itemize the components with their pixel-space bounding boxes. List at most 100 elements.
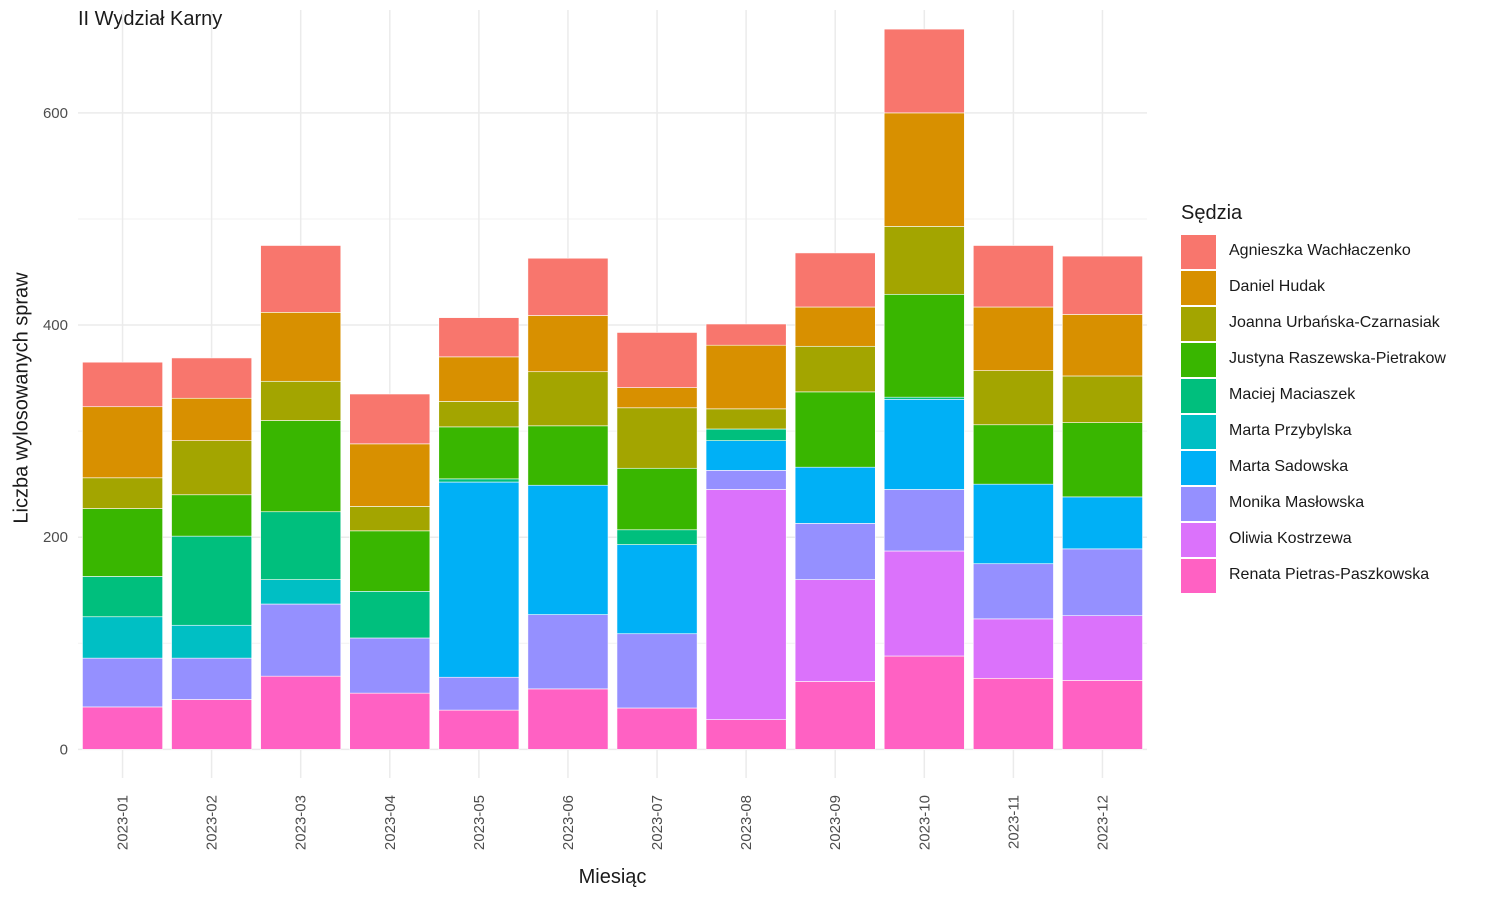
bar-segment — [260, 245, 342, 313]
x-tick-label: 2023-05 — [471, 795, 488, 850]
bar-segment — [1062, 680, 1143, 750]
legend-title: Sędzia — [1181, 202, 1243, 224]
legend-key — [1181, 415, 1216, 449]
bar-segment — [883, 399, 965, 490]
bar-segment — [171, 494, 253, 537]
bar-segment — [616, 707, 698, 750]
bar-segment — [883, 489, 965, 552]
bar-segment — [171, 624, 253, 659]
bar-segment — [438, 401, 520, 428]
bar-segment — [82, 477, 163, 509]
bar-segment — [705, 428, 787, 441]
bar-segment — [82, 657, 163, 708]
x-tick-label: 2023-11 — [1005, 795, 1022, 849]
bar-segment — [82, 706, 163, 750]
bar-segment — [260, 511, 342, 580]
bar-segment — [616, 529, 698, 545]
bar-segment — [972, 618, 1054, 679]
legend-key — [1181, 559, 1216, 593]
x-tick-label: 2023-03 — [293, 795, 310, 850]
bar-segment — [705, 323, 787, 346]
bar-segment — [616, 387, 698, 409]
bar-segment — [527, 371, 609, 427]
bar-segment — [349, 443, 431, 507]
legend-label: Monika Masłowska — [1229, 494, 1365, 511]
x-tick-label: 2023-07 — [649, 795, 666, 850]
bar-segment — [438, 317, 520, 358]
bar-segment — [616, 332, 698, 388]
bar-segment — [794, 391, 876, 468]
x-tick-label: 2023-08 — [738, 795, 755, 850]
bar-segment — [705, 408, 787, 430]
bar-segment — [527, 257, 609, 316]
bar-segment — [972, 370, 1054, 426]
bar-segment — [349, 591, 431, 639]
bar-segment — [438, 709, 520, 750]
x-tick-label: 2023-06 — [560, 795, 577, 850]
bar-segment — [527, 315, 609, 373]
bar-segment — [616, 407, 698, 469]
bar-segment — [527, 688, 609, 750]
bar-segment — [438, 356, 520, 402]
legend-key — [1181, 487, 1216, 521]
legend-label: Oliwia Kostrzewa — [1229, 530, 1352, 547]
legend-label: Marta Sadowska — [1229, 458, 1349, 475]
legend-label: Justyna Raszewska-Pietrakow — [1229, 350, 1446, 367]
bar-segment — [260, 312, 342, 382]
x-tick-label: 2023-01 — [115, 795, 132, 850]
y-tick-label: 400 — [43, 317, 68, 334]
x-tick-label: 2023-10 — [916, 795, 933, 850]
bar-segment — [883, 396, 965, 400]
bar-segment — [1062, 615, 1143, 681]
bar-segment — [260, 380, 342, 421]
legend-key — [1181, 523, 1216, 557]
bar-segment — [794, 466, 876, 524]
bar-segment — [972, 677, 1054, 750]
legend-key — [1181, 271, 1216, 305]
bar-segment — [972, 563, 1054, 620]
x-tick-label: 2023-04 — [382, 795, 399, 850]
bar-segment — [1062, 496, 1143, 550]
bar-segment — [794, 345, 876, 393]
x-tick-label: 2023-12 — [1094, 795, 1111, 850]
bar-segment — [260, 420, 342, 513]
bar-segment — [82, 406, 163, 479]
legend-label: Joanna Urbańska-Czarnasiak — [1229, 314, 1440, 331]
bar-segment — [616, 633, 698, 709]
bar-segment — [883, 112, 965, 227]
bar-segment — [883, 550, 965, 657]
legend-key — [1181, 379, 1216, 413]
bar-segment — [438, 481, 520, 678]
bar-segment — [794, 579, 876, 682]
bar-segment — [260, 579, 342, 605]
bar-segment — [349, 637, 431, 694]
bar-segment — [794, 681, 876, 750]
bar-segment — [438, 676, 520, 711]
bar-segment — [82, 508, 163, 577]
x-tick-label: 2023-02 — [204, 795, 221, 850]
bar-segment — [527, 614, 609, 690]
x-axis-title: Miesiąc — [578, 866, 647, 888]
bar-segment — [171, 357, 253, 399]
bar-segment — [527, 425, 609, 486]
bar-segment — [972, 424, 1054, 485]
bar-segment — [82, 576, 163, 618]
bar-segment — [349, 692, 431, 750]
bar-segment — [794, 523, 876, 580]
legend-label: Renata Pietras-Paszkowska — [1229, 566, 1430, 583]
bar-segment — [1062, 375, 1143, 423]
bar-segment — [705, 440, 787, 471]
bar-segment — [349, 393, 431, 445]
bar-segment — [705, 470, 787, 490]
bar-segment — [883, 28, 965, 114]
bar-segment — [82, 361, 163, 408]
bar-segment — [883, 655, 965, 750]
bar-segment — [794, 252, 876, 308]
bar-segment — [171, 535, 253, 626]
chart-title: II Wydział Karny — [78, 8, 223, 30]
legend-key — [1181, 451, 1216, 485]
bar-segment — [1062, 422, 1143, 498]
bar-segment — [171, 699, 253, 750]
legend-label: Agnieszka Wachłaczenko — [1229, 242, 1411, 259]
